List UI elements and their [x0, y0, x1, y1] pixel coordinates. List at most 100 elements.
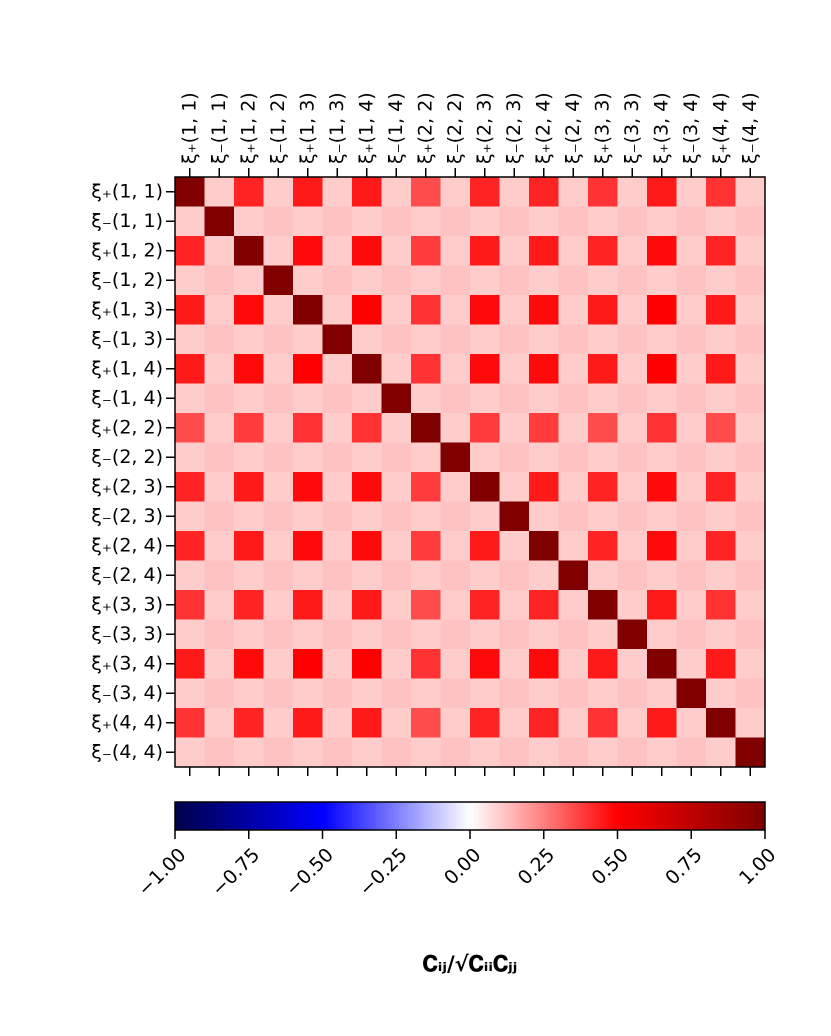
heatmap-cell — [440, 177, 471, 207]
heatmap-cell — [322, 560, 353, 591]
x-tick-label: ξ₊(2, 4) — [532, 92, 554, 164]
heatmap-cell — [175, 501, 205, 532]
heatmap-cell — [322, 206, 353, 237]
heatmap-cell — [440, 236, 471, 266]
colorbar-swatch — [295, 802, 300, 830]
heatmap-cell — [706, 649, 736, 679]
heatmap-cell — [617, 472, 648, 502]
heatmap-cell — [529, 649, 559, 679]
colorbar-swatch — [369, 802, 374, 830]
heatmap-cell — [735, 236, 766, 266]
heatmap-cell — [676, 354, 707, 384]
heatmap-cell — [234, 324, 264, 355]
colorbar-swatch — [195, 802, 200, 830]
heatmap-cell — [558, 354, 589, 384]
heatmap-cell — [411, 708, 441, 738]
colorbar-swatch — [540, 802, 545, 830]
colorbar-swatch — [552, 802, 557, 830]
heatmap-cell — [440, 678, 471, 709]
heatmap-cell — [470, 295, 500, 325]
heatmap-cell — [440, 354, 471, 384]
heatmap-cell — [322, 708, 353, 738]
heatmap-cell — [263, 206, 294, 237]
colorbar-swatch — [549, 802, 554, 830]
heatmap-cell — [588, 619, 618, 650]
heatmap-cell — [676, 531, 707, 561]
heatmap-cell — [381, 472, 412, 502]
heatmap-cell — [470, 501, 500, 532]
heatmap-cell — [204, 560, 235, 591]
heatmap-cell — [293, 295, 323, 325]
colorbar-swatch — [470, 802, 474, 830]
heatmap-cell — [175, 324, 205, 355]
colorbar-swatch — [652, 802, 657, 830]
heatmap-cell — [499, 442, 530, 473]
heatmap-cell — [322, 531, 353, 561]
heatmap-cell — [352, 383, 382, 414]
colorbar-swatch — [384, 802, 388, 830]
heatmap-cell — [588, 472, 618, 502]
heatmap-cell — [204, 324, 235, 355]
heatmap-cell — [676, 236, 707, 266]
heatmap-cell — [263, 442, 294, 473]
colorbar-swatch — [750, 802, 754, 830]
heatmap-cell — [175, 383, 205, 414]
colorbar-swatch — [287, 802, 291, 830]
heatmap-cell — [322, 295, 353, 325]
heatmap-cell — [499, 678, 530, 709]
heatmap-cell — [588, 708, 618, 738]
colorbar-swatch — [281, 802, 285, 830]
heatmap-cell — [204, 206, 235, 237]
colorbar-swatch — [183, 802, 188, 830]
heatmap-cell — [558, 678, 589, 709]
heatmap-cell — [204, 265, 235, 296]
colorbar-swatch — [331, 802, 335, 830]
x-tick-label: ξ₋(2, 4) — [562, 92, 584, 164]
heatmap-cell — [234, 442, 264, 473]
heatmap-cell — [706, 472, 736, 502]
colorbar-swatch — [428, 802, 433, 830]
heatmap-cell — [175, 265, 205, 296]
x-tick-label: ξ₊(1, 4) — [355, 92, 377, 164]
colorbar-swatch — [189, 802, 194, 830]
colorbar-swatch — [629, 802, 633, 830]
heatmap-cell — [647, 324, 677, 355]
heatmap-cell — [234, 265, 264, 296]
heatmap-cell — [706, 737, 736, 768]
heatmap-cell — [322, 737, 353, 768]
colorbar-swatch — [626, 802, 630, 830]
heatmap-cell — [706, 383, 736, 414]
colorbar-swatch — [437, 802, 441, 830]
heatmap-cell — [588, 560, 618, 591]
heatmap-cell — [617, 177, 648, 207]
colorbar-swatch — [399, 802, 403, 830]
y-tick-label: ξ₋(3, 3) — [91, 623, 163, 645]
heatmap-cell — [263, 236, 294, 266]
colorbar-swatch — [425, 802, 430, 830]
heatmap-cell — [263, 324, 294, 355]
heatmap-cell — [588, 324, 618, 355]
heatmap-cell — [470, 619, 500, 650]
heatmap-cell — [234, 413, 264, 443]
heatmap-cell — [735, 737, 766, 768]
heatmap-cell — [735, 177, 766, 207]
heatmap-cell — [588, 531, 618, 561]
heatmap-cell — [558, 619, 589, 650]
colorbar-swatch — [590, 802, 595, 830]
heatmap-cell — [234, 295, 264, 325]
x-tick-label: ξ₋(1, 3) — [326, 92, 348, 164]
y-tick-label: ξ₋(2, 3) — [91, 505, 163, 527]
colorbar-swatch — [658, 802, 663, 830]
colorbar-swatch — [747, 802, 751, 830]
colorbar-tick-label: −0.50 — [281, 844, 338, 901]
heatmap-cell — [293, 560, 323, 591]
colorbar-swatch — [558, 802, 562, 830]
colorbar-swatch — [322, 802, 326, 830]
colorbar-swatch — [458, 802, 462, 830]
heatmap-cell — [647, 619, 677, 650]
y-tick-label: ξ₊(1, 1) — [91, 180, 163, 202]
heatmap-cell — [263, 619, 294, 650]
heatmap-cell — [470, 649, 500, 679]
colorbar-swatch — [363, 802, 368, 830]
heatmap-cell — [234, 236, 264, 266]
